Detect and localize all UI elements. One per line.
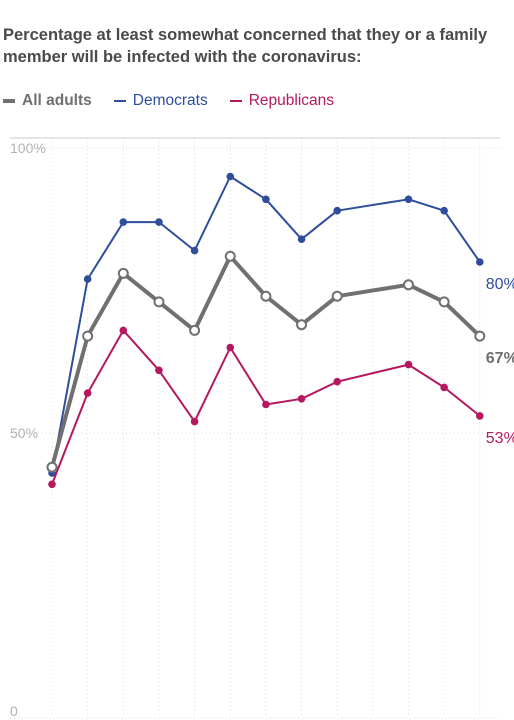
legend-label-republicans: Republicans — [248, 92, 335, 109]
data-point — [153, 296, 165, 308]
data-point — [331, 290, 343, 302]
legend-item-republicans: Republicans — [229, 92, 335, 110]
data-point — [83, 275, 92, 283]
legend-swatch-all-adults — [3, 99, 15, 103]
data-point — [190, 246, 199, 255]
data-point — [226, 343, 235, 352]
legend-item-democrats: Democrats — [113, 92, 208, 110]
y-tick-label: 0 — [10, 703, 18, 719]
data-point — [474, 330, 486, 342]
y-tick-label: 100% — [10, 140, 46, 156]
chart-title: Percentage at least somewhat concerned t… — [3, 26, 488, 66]
data-point — [333, 377, 342, 386]
legend-swatch-democrats — [113, 100, 126, 102]
data-point — [190, 417, 199, 426]
end-label-republicans: 53% — [486, 430, 514, 447]
data-point — [440, 206, 448, 215]
data-point — [438, 296, 450, 308]
data-point — [262, 195, 270, 204]
data-point — [119, 326, 128, 335]
data-point — [226, 172, 235, 181]
data-point — [403, 279, 414, 291]
data-point — [83, 389, 92, 397]
data-point — [476, 412, 484, 420]
data-point — [476, 258, 484, 266]
end-label-democrats: 80% — [486, 276, 514, 293]
data-point — [260, 290, 272, 302]
data-point — [46, 461, 58, 473]
data-point — [297, 235, 306, 243]
data-point — [333, 206, 342, 215]
legend-label-all-adults: All adults — [22, 92, 92, 109]
series-line-republicans — [51, 329, 481, 486]
data-point — [119, 218, 128, 226]
series-line-democrats — [51, 175, 481, 474]
end-label-all-adults: 67% — [486, 350, 514, 367]
data-point — [296, 319, 308, 331]
data-point — [404, 195, 413, 204]
y-tick-label: 50% — [10, 425, 38, 441]
data-point — [440, 383, 448, 392]
data-point — [224, 250, 236, 262]
series-line-all-adults — [50, 254, 482, 470]
data-point — [48, 480, 56, 489]
data-point — [297, 395, 306, 403]
legend-swatch-republicans — [229, 100, 242, 102]
legend: All adults Democrats Republicans — [3, 90, 356, 112]
data-point — [117, 267, 129, 279]
data-point — [189, 324, 201, 336]
legend-item-all-adults: All adults — [3, 92, 92, 110]
data-point — [155, 218, 163, 226]
data-point — [82, 330, 94, 342]
data-point — [155, 366, 163, 375]
data-point — [404, 360, 413, 369]
data-point — [262, 400, 270, 409]
legend-label-democrats: Democrats — [132, 92, 208, 109]
